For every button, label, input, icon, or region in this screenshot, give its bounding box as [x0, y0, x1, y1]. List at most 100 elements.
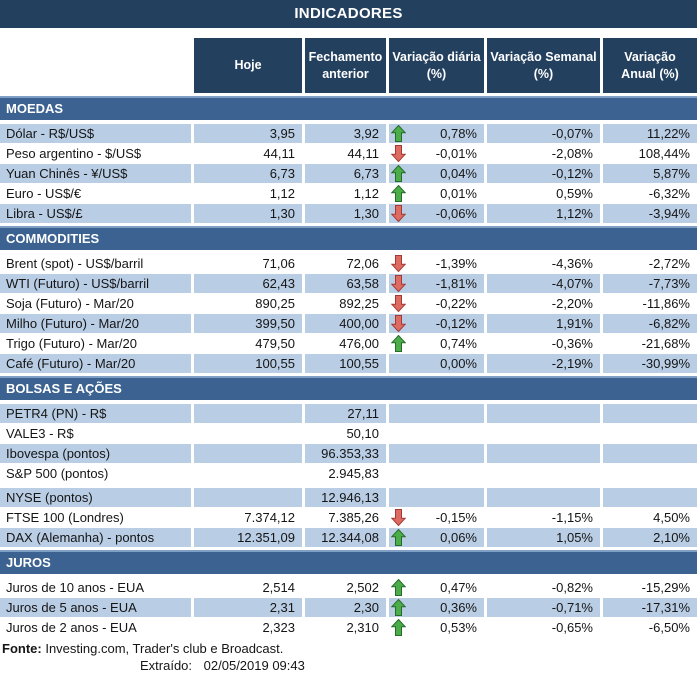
cell-label: Euro - US$/€ — [0, 184, 191, 203]
cell-variacao-diaria: 0,06% — [389, 528, 484, 547]
cell-label: Ibovespa (pontos) — [0, 444, 191, 463]
up-arrow-icon — [391, 598, 407, 617]
extracted-line: Extraído: 02/05/2019 09:43 — [0, 657, 697, 674]
cell-hoje: 7.374,12 — [194, 508, 302, 527]
header-label: Variação — [624, 49, 676, 64]
cell-variacao-semanal: -0,12% — [487, 164, 600, 183]
cell-fechamento-anterior: 12.946,13 — [305, 488, 386, 507]
cell-hoje: 399,50 — [194, 314, 302, 333]
no-icon — [391, 444, 407, 463]
section-header-moedas: MOEDAS — [0, 96, 697, 120]
no-icon — [391, 404, 407, 423]
cell-hoje: 479,50 — [194, 334, 302, 353]
cell-variacao-diaria: -0,06% — [389, 204, 484, 223]
variacao-diaria-value: -1,81% — [435, 276, 477, 291]
cell-variacao-semanal: -0,71% — [487, 598, 600, 617]
header-label: Variação diária — [392, 49, 481, 64]
cell-fechamento-anterior: 12.344,08 — [305, 528, 386, 547]
cell-fechamento-anterior: 72,06 — [305, 254, 386, 273]
cell-hoje: 890,25 — [194, 294, 302, 313]
cell-variacao-anual: -21,68% — [603, 334, 697, 353]
cell-fechamento-anterior: 63,58 — [305, 274, 386, 293]
no-icon — [391, 424, 407, 443]
cell-label: Juros de 2 anos - EUA — [0, 618, 191, 637]
variacao-diaria-value: 0,00% — [440, 356, 477, 371]
header-label: (%) — [533, 66, 554, 81]
cell-hoje: 2,323 — [194, 618, 302, 637]
cell-variacao-semanal: -0,07% — [487, 124, 600, 143]
cell-hoje: 62,43 — [194, 274, 302, 293]
cell-hoje — [194, 444, 302, 463]
cell-variacao-anual: -30,99% — [603, 354, 697, 373]
cell-variacao-diaria: 0,00% — [389, 354, 484, 373]
cell-hoje: 1,12 — [194, 184, 302, 203]
cell-fechamento-anterior: 96.353,33 — [305, 444, 386, 463]
variacao-diaria-value: 0,04% — [440, 166, 477, 181]
down-arrow-icon — [391, 254, 407, 273]
cell-variacao-diaria — [389, 488, 484, 507]
up-arrow-icon — [391, 578, 407, 597]
variacao-diaria-value: 0,01% — [440, 186, 477, 201]
header-cell-variacao-anual: Variação Anual (%) — [603, 38, 697, 93]
cell-variacao-diaria: -1,39% — [389, 254, 484, 273]
cell-hoje: 44,11 — [194, 144, 302, 163]
cell-variacao-diaria — [389, 444, 484, 463]
variacao-diaria-value: -0,06% — [435, 206, 477, 221]
cell-variacao-anual: -6,32% — [603, 184, 697, 203]
table-row: Euro - US$/€ 1,12 1,12 0,01% 0,59% -6,32% — [0, 184, 697, 203]
table-header: Hoje Fechamento anterior Variação diária… — [0, 38, 697, 93]
up-arrow-icon — [391, 124, 407, 143]
cell-fechamento-anterior: 476,00 — [305, 334, 386, 353]
header-label: Hoje — [234, 58, 262, 73]
cell-variacao-semanal: -2,08% — [487, 144, 600, 163]
cell-variacao-anual: 4,50% — [603, 508, 697, 527]
cell-fechamento-anterior: 6,73 — [305, 164, 386, 183]
cell-label: Peso argentino - $/US$ — [0, 144, 191, 163]
cell-label: DAX (Alemanha) - pontos — [0, 528, 191, 547]
cell-variacao-semanal: -4,07% — [487, 274, 600, 293]
table-row: FTSE 100 (Londres) 7.374,12 7.385,26 -0,15%… — [0, 508, 697, 527]
cell-hoje: 6,73 — [194, 164, 302, 183]
up-arrow-icon — [391, 528, 407, 547]
variacao-diaria-value: -0,22% — [435, 296, 477, 311]
cell-fechamento-anterior: 44,11 — [305, 144, 386, 163]
down-arrow-icon — [391, 314, 407, 333]
source-label: Fonte: — [2, 641, 42, 656]
variacao-diaria-value: 0,78% — [440, 126, 477, 141]
cell-variacao-semanal: -4,36% — [487, 254, 600, 273]
table-row: Milho (Futuro) - Mar/20 399,50 400,00 -0,12… — [0, 314, 697, 333]
cell-fechamento-anterior: 1,12 — [305, 184, 386, 203]
section-header-bolsas-e-acoes: BOLSAS E AÇÕES — [0, 376, 697, 400]
no-icon — [391, 464, 407, 483]
header-cell-variacao-diaria: Variação diária (%) — [389, 38, 484, 93]
cell-label: Libra - US$/£ — [0, 204, 191, 223]
table-body: MOEDAS Dólar - R$/US$ 3,95 3,92 0,78% -0,07% 1… — [0, 96, 697, 637]
cell-label: Café (Futuro) - Mar/20 — [0, 354, 191, 373]
table-row: Juros de 2 anos - EUA 2,323 2,310 0,53% -0,6… — [0, 618, 697, 637]
cell-fechamento-anterior: 100,55 — [305, 354, 386, 373]
cell-label: VALE3 - R$ — [0, 424, 191, 443]
cell-variacao-diaria: 0,36% — [389, 598, 484, 617]
no-icon — [391, 488, 407, 507]
up-arrow-icon — [391, 184, 407, 203]
down-arrow-icon — [391, 294, 407, 313]
cell-fechamento-anterior: 27,11 — [305, 404, 386, 423]
cell-fechamento-anterior: 50,10 — [305, 424, 386, 443]
cell-variacao-diaria: -0,22% — [389, 294, 484, 313]
up-arrow-icon — [391, 618, 407, 637]
cell-variacao-semanal — [487, 404, 600, 423]
cell-hoje: 3,95 — [194, 124, 302, 143]
cell-variacao-diaria: 0,01% — [389, 184, 484, 203]
cell-variacao-anual — [603, 444, 697, 463]
header-label: Fechamento — [308, 49, 383, 64]
cell-variacao-anual — [603, 464, 697, 483]
table-row: WTI (Futuro) - US$/barril 62,43 63,58 -1,81… — [0, 274, 697, 293]
cell-variacao-diaria — [389, 424, 484, 443]
cell-hoje — [194, 404, 302, 423]
cell-variacao-semanal: 1,91% — [487, 314, 600, 333]
variacao-diaria-value: 0,36% — [440, 600, 477, 615]
table-row: Ibovespa (pontos) 96.353,33 — [0, 444, 697, 463]
cell-variacao-semanal — [487, 444, 600, 463]
cell-variacao-anual: -6,82% — [603, 314, 697, 333]
table-row: Juros de 10 anos - EUA 2,514 2,502 0,47% -0,… — [0, 578, 697, 597]
